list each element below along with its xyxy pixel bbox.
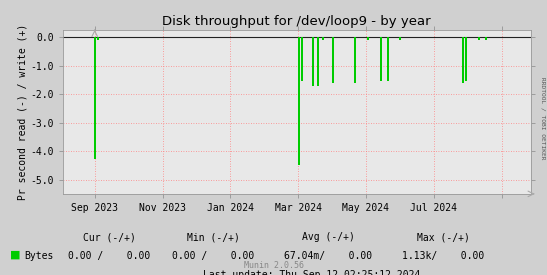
Text: 0.00 /    0.00: 0.00 / 0.00 [172,251,254,261]
Text: Bytes: Bytes [25,251,54,261]
Y-axis label: Pr second read (-) / write (+): Pr second read (-) / write (+) [18,24,27,200]
Text: Avg (-/+): Avg (-/+) [302,232,354,242]
Text: 0.00 /    0.00: 0.00 / 0.00 [68,251,150,261]
Text: 1.13k/    0.00: 1.13k/ 0.00 [402,251,484,261]
Text: Last update: Thu Sep 12 02:25:12 2024: Last update: Thu Sep 12 02:25:12 2024 [203,270,421,275]
Text: ■: ■ [10,250,20,260]
Text: Min (-/+): Min (-/+) [187,232,240,242]
Title: Disk throughput for /dev/loop9 - by year: Disk throughput for /dev/loop9 - by year [162,15,431,28]
Text: Munin 2.0.56: Munin 2.0.56 [243,260,304,270]
Text: 67.04m/    0.00: 67.04m/ 0.00 [284,251,373,261]
Text: Cur (-/+): Cur (-/+) [83,232,136,242]
Text: RRDTOOL / TOBI OETIKER: RRDTOOL / TOBI OETIKER [541,77,546,160]
Text: Max (-/+): Max (-/+) [417,232,469,242]
